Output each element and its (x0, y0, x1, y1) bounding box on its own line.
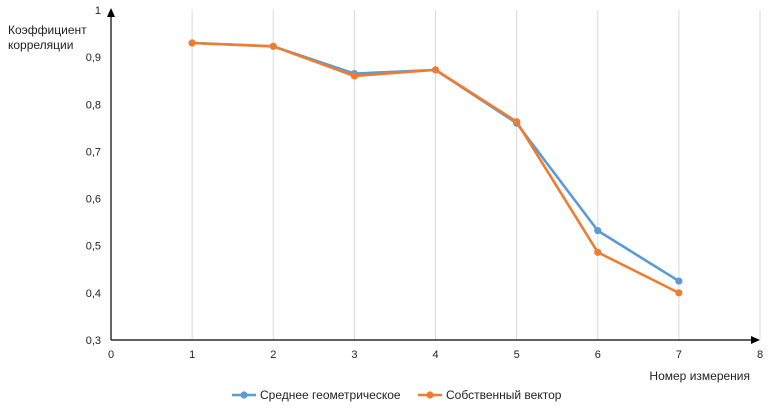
series-1-point (594, 227, 602, 235)
x-tick-label: 4 (432, 349, 438, 361)
axes (107, 8, 760, 344)
y-axis-arrow (107, 8, 115, 17)
x-tick-label: 7 (676, 349, 682, 361)
series-2-point (188, 39, 196, 47)
series-2-point (431, 66, 440, 74)
grid-lines (191, 10, 761, 340)
y-tick-labels: 0,3 0,4 0,5 0,6 0,7 0,8 0,9 1 (86, 5, 101, 347)
y-tick-label: 0,3 (86, 335, 101, 347)
y-tick-label: 0,7 (86, 146, 101, 158)
x-tick-label: 6 (595, 349, 601, 361)
x-tick-label: 8 (757, 349, 763, 361)
y-axis-title-line-2: корреляции (8, 38, 73, 52)
x-tick-labels: 0 1 2 3 4 5 6 7 8 (108, 349, 763, 361)
series-2-point (513, 118, 521, 126)
y-tick-label: 1 (95, 5, 101, 17)
series (188, 39, 683, 297)
legend-label-2: Собственный вектор (446, 388, 562, 402)
legend: Среднее геометрическое Собственный вектор (232, 388, 562, 402)
x-tick-label: 2 (270, 349, 276, 361)
x-axis-arrow (751, 336, 760, 344)
x-tick-label: 1 (189, 349, 195, 361)
legend-swatch-marker-1 (240, 391, 248, 399)
y-tick-label: 0,8 (86, 99, 101, 111)
series-2-point (675, 289, 683, 297)
y-tick-label: 0,5 (86, 241, 101, 253)
series-2-point (269, 42, 277, 50)
series-2-point (350, 72, 358, 80)
series-1-point (675, 277, 683, 285)
legend-label-1: Среднее геометрическое (260, 388, 401, 402)
y-tick-label: 0,4 (86, 288, 101, 300)
legend-swatch-marker-2 (426, 391, 434, 399)
x-tick-label: 3 (351, 349, 357, 361)
y-axis-title-line-1: Коэффициент (8, 23, 87, 37)
x-tick-label: 0 (108, 349, 114, 361)
x-axis-title: Номер измерения (649, 369, 750, 383)
y-tick-label: 0,9 (86, 52, 101, 64)
series-2-point (594, 248, 602, 256)
x-tick-label: 5 (514, 349, 520, 361)
y-tick-label: 0,6 (86, 194, 101, 206)
